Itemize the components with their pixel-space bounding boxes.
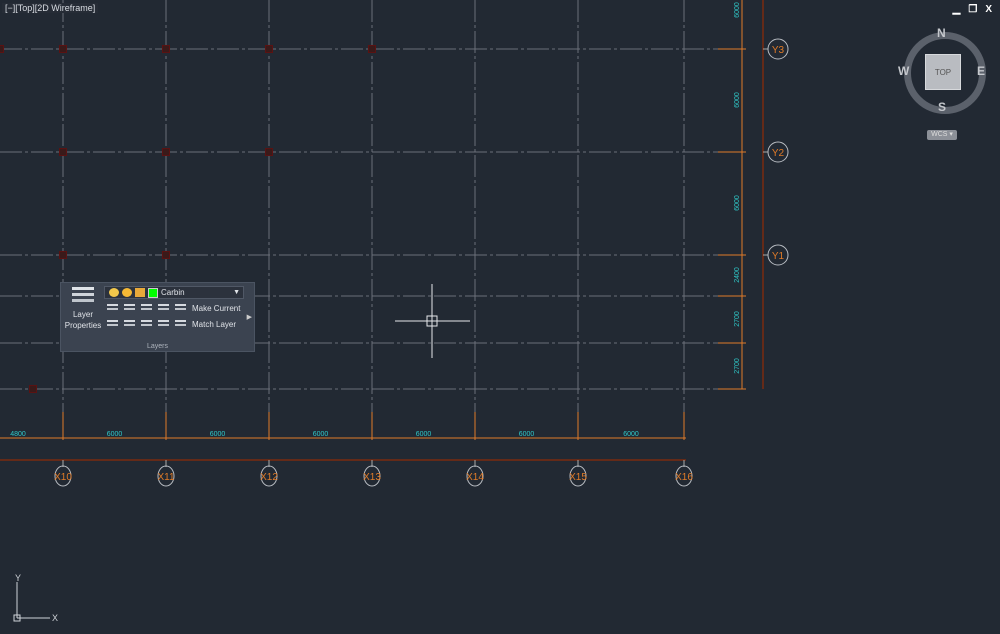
- layers-panel: Layer Properties Carbin ▼ Make Current M…: [60, 282, 255, 352]
- layer-lock-icon[interactable]: [158, 304, 169, 313]
- expand-panel-arrow-icon[interactable]: ▶: [246, 314, 252, 321]
- x-dimension-text: 6000: [313, 431, 329, 438]
- viewcube-top-face[interactable]: TOP: [925, 54, 961, 90]
- layers-panel-title[interactable]: Layers: [146, 343, 168, 350]
- column: [368, 45, 376, 53]
- wcs-dropdown[interactable]: WCS ▾: [927, 130, 957, 140]
- layer-thaw-icon[interactable]: [141, 320, 152, 329]
- unlock-icon[interactable]: [135, 288, 145, 297]
- column: [162, 45, 170, 53]
- axis-bubble: [363, 465, 381, 487]
- layer-properties-label: Layer Properties: [64, 310, 102, 330]
- layer-properties-button[interactable]: Layer Properties: [63, 287, 103, 331]
- axis-label-x11: X11: [157, 472, 174, 483]
- ucs-icon: Y X: [13, 574, 58, 623]
- viewport-controls-label[interactable]: [−][Top][2D Wireframe]: [2, 3, 99, 13]
- ucs-x-label: X: [52, 613, 58, 623]
- compass-north[interactable]: N: [937, 26, 946, 40]
- current-layer-name: Carbin: [161, 288, 185, 297]
- close-button[interactable]: X: [985, 4, 992, 15]
- layer-dropdown[interactable]: Carbin ▼: [104, 286, 244, 299]
- compass-ring[interactable]: [904, 32, 986, 114]
- axis-label-x16: X16: [675, 472, 693, 483]
- chevron-down-icon: ▼: [233, 289, 240, 296]
- axis-label-x12: X12: [260, 472, 278, 483]
- column: [29, 385, 37, 393]
- y-dimension-text: 2400: [734, 267, 741, 283]
- column: [162, 148, 170, 156]
- column: [59, 148, 67, 156]
- y-dimension-text: 2700: [734, 358, 741, 374]
- axis-bubble: [260, 465, 278, 487]
- axis-label-x13: X13: [363, 472, 381, 483]
- layer-off-icon[interactable]: [141, 304, 152, 313]
- match-layer-icon[interactable]: [175, 320, 186, 329]
- column: [59, 251, 67, 259]
- y-dimension-text: 6000: [734, 92, 741, 108]
- column: [265, 148, 273, 156]
- axis-bubble: [767, 38, 789, 60]
- y-dimension-text: 6000: [734, 2, 741, 18]
- axis-label-y3: Y3: [772, 45, 785, 56]
- axis-bubble: [767, 244, 789, 266]
- make-current-icon[interactable]: [175, 304, 186, 313]
- column: [162, 251, 170, 259]
- layer-color-swatch: [148, 287, 158, 298]
- x-dimension-text: 6000: [210, 431, 226, 438]
- axis-bubble: [767, 141, 789, 163]
- axis-label-x15: X15: [569, 472, 587, 483]
- axis-label-y2: Y2: [772, 148, 785, 159]
- y-dimension-text: 2700: [734, 311, 741, 327]
- window-controls: ▁ ❐ X: [953, 4, 992, 15]
- axis-bubble: [54, 465, 72, 487]
- lightbulb-icon[interactable]: [109, 288, 119, 297]
- y-dimension-text: 6000: [734, 195, 741, 211]
- axis-label-x10: X10: [54, 472, 72, 483]
- make-current-button[interactable]: Make Current: [192, 304, 241, 313]
- axis-bubble: [157, 465, 175, 487]
- x-dimension-text: 6000: [107, 431, 123, 438]
- x-dimension-text: 6000: [623, 431, 639, 438]
- sun-icon[interactable]: [122, 288, 132, 297]
- x-dimension-text: 6000: [416, 431, 432, 438]
- compass-east[interactable]: E: [977, 64, 986, 78]
- layer-stack-icon: [72, 287, 94, 307]
- layer-unisolate-icon[interactable]: [124, 304, 135, 313]
- restore-button[interactable]: ❐: [968, 4, 978, 15]
- x-dimension-text: 6000: [519, 431, 535, 438]
- ucs-y-label: Y: [15, 574, 21, 583]
- column: [59, 45, 67, 53]
- match-layer-button[interactable]: Match Layer: [192, 320, 237, 329]
- axis-label-y1: Y1: [772, 251, 785, 262]
- column: [265, 45, 273, 53]
- layer-unlock-icon[interactable]: [158, 320, 169, 329]
- layer-freeze-icon[interactable]: [124, 320, 135, 329]
- layer-on-icon[interactable]: [107, 320, 118, 329]
- compass-south[interactable]: S: [938, 100, 947, 114]
- axis-bubble: [569, 465, 587, 487]
- layer-isolate-icon[interactable]: [107, 304, 118, 313]
- axis-bubble: [466, 465, 484, 487]
- x-dimension-text: 4800: [10, 431, 26, 438]
- cursor-pickbox: [426, 315, 438, 327]
- column: [0, 45, 4, 53]
- compass-west[interactable]: W: [898, 64, 910, 78]
- viewcube[interactable]: TOP N S E W: [898, 26, 988, 116]
- axis-bubble: [675, 465, 693, 487]
- minimize-button[interactable]: ▁: [952, 4, 961, 15]
- axis-label-x14: X14: [466, 472, 484, 483]
